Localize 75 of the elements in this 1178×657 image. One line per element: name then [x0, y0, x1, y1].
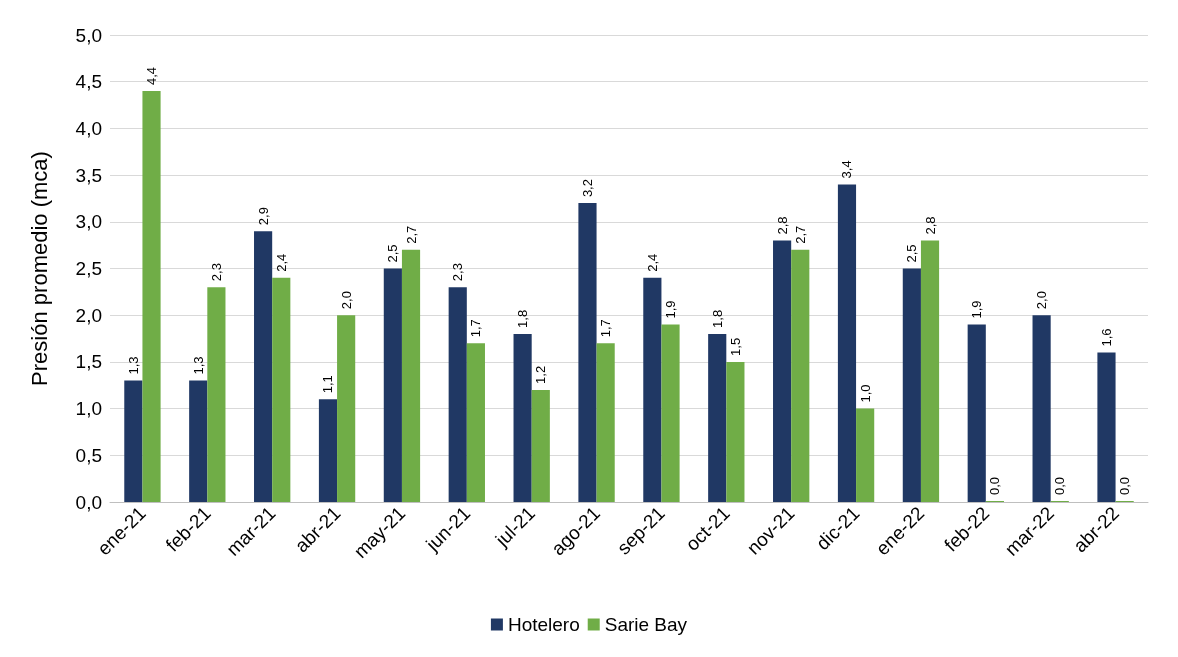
y-tick-label: 0,0 [75, 491, 102, 513]
y-tick-label: 1,5 [75, 351, 102, 373]
bar [726, 361, 745, 502]
data-label: 1,7 [598, 319, 614, 338]
data-label: 1,9 [663, 300, 679, 319]
data-label: 3,2 [579, 179, 595, 198]
bar [142, 91, 161, 502]
bar [448, 287, 467, 502]
bar [318, 399, 338, 502]
bar [401, 249, 421, 502]
bar [1032, 315, 1051, 502]
data-label: 2,3 [450, 263, 466, 282]
y-tick-label: 1,0 [75, 398, 102, 420]
bar [531, 389, 550, 502]
data-label: 1,1 [320, 375, 336, 394]
y-tick-label: 3,0 [75, 211, 102, 233]
data-label: 4,4 [144, 66, 160, 86]
data-label: 1,3 [125, 356, 141, 375]
bar [254, 231, 273, 502]
data-label: 2,0 [1034, 291, 1050, 310]
data-label: 2,7 [792, 225, 808, 244]
legend-label: Sarie Bay [604, 614, 688, 635]
bar [596, 343, 615, 502]
y-tick-label: 0,5 [75, 444, 102, 466]
y-tick-label: 4,5 [75, 71, 102, 93]
bar [856, 408, 875, 502]
bar [383, 268, 402, 502]
data-label: 1,5 [727, 337, 743, 356]
bar [124, 380, 143, 502]
data-label: 2,8 [922, 216, 938, 235]
data-label: 1,0 [857, 384, 873, 403]
bar [189, 380, 208, 502]
data-label: 1,2 [533, 365, 549, 384]
data-label: 2,3 [208, 263, 224, 282]
bar [513, 333, 532, 502]
bar [272, 277, 291, 502]
data-label: 2,5 [904, 244, 920, 263]
bar [791, 249, 810, 502]
data-label: 2,7 [403, 225, 419, 244]
bar [708, 333, 727, 502]
bar [967, 324, 986, 502]
bar [578, 203, 597, 502]
bar [466, 343, 485, 502]
bar [773, 240, 792, 502]
data-label: 1,7 [468, 319, 484, 338]
y-tick-label: 4,0 [75, 117, 102, 139]
y-tick-label: 2,5 [75, 258, 102, 279]
data-label: 0,0 [1117, 476, 1133, 495]
data-label: 3,4 [839, 160, 855, 179]
y-axis-title: Presión promedio (mca) [26, 151, 52, 386]
bar [643, 277, 662, 502]
bar [902, 268, 921, 502]
y-tick-label: 3,5 [75, 164, 102, 186]
legend-label: Hotelero [507, 614, 580, 635]
y-tick-label: 2,0 [75, 304, 102, 326]
data-label: 1,8 [709, 309, 725, 328]
data-label: 1,8 [515, 309, 531, 328]
data-label: 2,4 [273, 253, 289, 272]
data-label: 1,6 [1098, 328, 1114, 347]
data-label: 1,9 [969, 300, 985, 319]
data-label: 2,0 [338, 291, 354, 310]
bar [661, 324, 680, 502]
bar [207, 287, 226, 502]
data-label: 1,3 [190, 356, 206, 375]
bar [1097, 352, 1116, 502]
data-label: 2,5 [385, 244, 401, 263]
y-tick-label: 5,0 [75, 24, 102, 46]
data-label: 0,0 [1052, 476, 1068, 495]
bar [837, 184, 857, 502]
bar [920, 240, 940, 502]
data-label: 0,0 [987, 476, 1003, 495]
data-label: 2,9 [255, 207, 271, 226]
data-label: 2,8 [774, 216, 790, 235]
data-label: 2,4 [644, 253, 660, 272]
bar [337, 315, 356, 502]
